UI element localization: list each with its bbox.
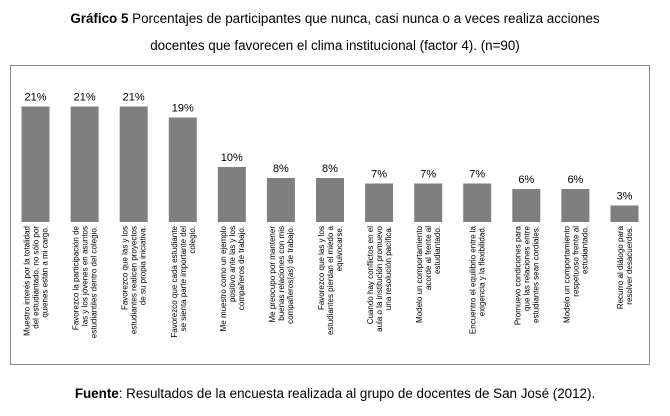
chart-title-prefix: Gráfico 5: [70, 11, 129, 26]
category-label-2: Favorezco la participación de las y los j…: [72, 225, 99, 338]
category-label-5: Me muestro como un ejemplo positivo ante …: [219, 225, 246, 331]
bar-11: [512, 189, 541, 222]
bar-6: [266, 178, 295, 222]
category-label-line: respetuoso frente al: [571, 226, 580, 297]
data-label-10: 7%: [469, 169, 485, 181]
category-label-line: estudiantes realicen proyectos: [130, 226, 139, 334]
bar-9: [414, 183, 443, 222]
category-label-4: Favorezco que cada estudiante se sienta p…: [170, 225, 197, 337]
bar-2: [70, 106, 99, 222]
chart-title-text: Porcentajes de participantes que nunca, …: [128, 11, 600, 26]
category-label-line: Me preocupo por mantener: [268, 226, 277, 323]
category-label-6: Me preocupo por mantener buenas relacione…: [268, 226, 295, 324]
data-label-9: 7%: [420, 169, 436, 181]
category-label-line: Recurro al diálogo para: [616, 225, 625, 309]
data-label-4: 19%: [172, 103, 194, 115]
category-label-line: Favorezco que las y los: [317, 226, 326, 310]
category-label-line: estudiantes sean cordiales.: [531, 226, 540, 323]
category-label-line: Promuevo condiciones para: [513, 225, 522, 325]
data-label-7: 8%: [322, 163, 338, 175]
bar-8: [365, 183, 394, 222]
category-label-8: Cuando hay conflictos en el aula o la ins…: [366, 225, 393, 331]
category-label-line: las y los jóvenes en asuntos: [81, 226, 90, 326]
category-label-line: acorde al frente al: [424, 226, 433, 290]
category-label-line: del estudiantado, no sólo por: [32, 226, 41, 329]
category-label-line: quienes están a mi cargo.: [41, 226, 50, 318]
category-label-line: Favorezco que las y los: [121, 226, 130, 310]
bar-12: [561, 189, 590, 222]
category-label-line: Muestro interés por la totalidad: [23, 226, 32, 336]
bar-4: [168, 117, 197, 222]
category-label-3: Favorezco que las y los estudiantes reali…: [121, 226, 148, 334]
category-label-line: estudiantado.: [580, 226, 589, 274]
category-label-1: Muestro interés por la totalidad del estu…: [23, 226, 50, 336]
bar-chart: 21% Muestro interés por la totalidad del e…: [21, 92, 639, 338]
data-label-6: 8%: [273, 163, 289, 175]
chart-title-line-2: docentes que favorecen el clima instituc…: [150, 38, 520, 53]
category-label-line: resolver desacuerdos.: [625, 226, 634, 305]
category-label-line: positivo ante las y los: [228, 226, 237, 302]
source-prefix: Fuente: [74, 386, 119, 401]
data-label-2: 21%: [74, 92, 96, 104]
category-label-line: Cuando hay conflictos en el: [366, 226, 375, 325]
category-label-line: Favorezco que cada estudiante: [170, 225, 179, 337]
category-label-9: Modelo un comportamiento acorde al frente…: [415, 225, 442, 322]
category-label-line: Favorezco la participación de: [72, 225, 81, 330]
category-label-line: compañeros(as) de trabajo.: [286, 226, 295, 324]
source-text: : Resultados de la encuesta realizada al…: [118, 386, 596, 401]
bar-7: [316, 178, 344, 222]
category-label-line: colegio.: [188, 226, 197, 254]
bar-1: [21, 106, 50, 222]
data-label-1: 21%: [24, 92, 46, 104]
bar-13: [610, 205, 639, 222]
chart-frame: 21% Muestro interés por la totalidad del e…: [10, 65, 650, 365]
category-label-7: Favorezco que las y los estudiantes pierd…: [317, 225, 344, 335]
category-label-line: Modelo un comportamiento: [562, 225, 571, 322]
category-label-line: buenas relaciones con mis: [277, 226, 286, 321]
category-label-line: Me muestro como un ejemplo: [219, 225, 228, 331]
category-label-line: de su propia iniciativa.: [139, 226, 148, 305]
category-label-10: Encuentro el equilibrio entre la exigenci…: [469, 225, 487, 334]
category-label-line: exigencia y la flexibilidad.: [478, 226, 487, 316]
category-label-11: Promuevo condiciones para que las relacio…: [513, 225, 540, 325]
data-label-11: 6%: [518, 174, 534, 186]
category-label-line: estudiantes pierdan el miedo a: [326, 225, 335, 335]
data-label-13: 3%: [617, 191, 633, 203]
source-note: Fuente: Resultados de la encuesta realiz…: [0, 386, 670, 401]
data-label-12: 6%: [567, 174, 583, 186]
bar-3: [119, 106, 148, 222]
category-label-line: se sienta parte importante del: [179, 226, 188, 332]
category-label-line: que las relaciones entre: [522, 225, 531, 310]
bar-10: [463, 183, 492, 222]
bar-5: [217, 167, 246, 222]
data-label-8: 7%: [371, 169, 387, 181]
category-label-line: estudiantado.: [433, 226, 442, 274]
category-label-line: estudiantiles dentro del colegio.: [90, 226, 99, 338]
category-label-line: Encuentro el equilibrio entre la: [469, 225, 478, 334]
category-label-line: equivocarse.: [335, 226, 344, 271]
category-label-12: Modelo un comportamiento respetuoso frent…: [562, 225, 589, 322]
category-label-line: Modelo un comportamiento: [415, 225, 424, 322]
category-label-line: compañeros de trabajo.: [237, 226, 246, 310]
chart-title-line-1: Gráfico 5 Porcentajes de participantes q…: [0, 11, 670, 27]
data-label-5: 10%: [221, 152, 243, 164]
category-label-line: una resolución pacífica.: [384, 226, 393, 310]
category-label-line: aula o la institución promuevo: [375, 225, 384, 331]
category-label-13: Recurro al diálogo para resolver desacuer…: [616, 225, 634, 309]
data-label-3: 21%: [123, 92, 145, 104]
